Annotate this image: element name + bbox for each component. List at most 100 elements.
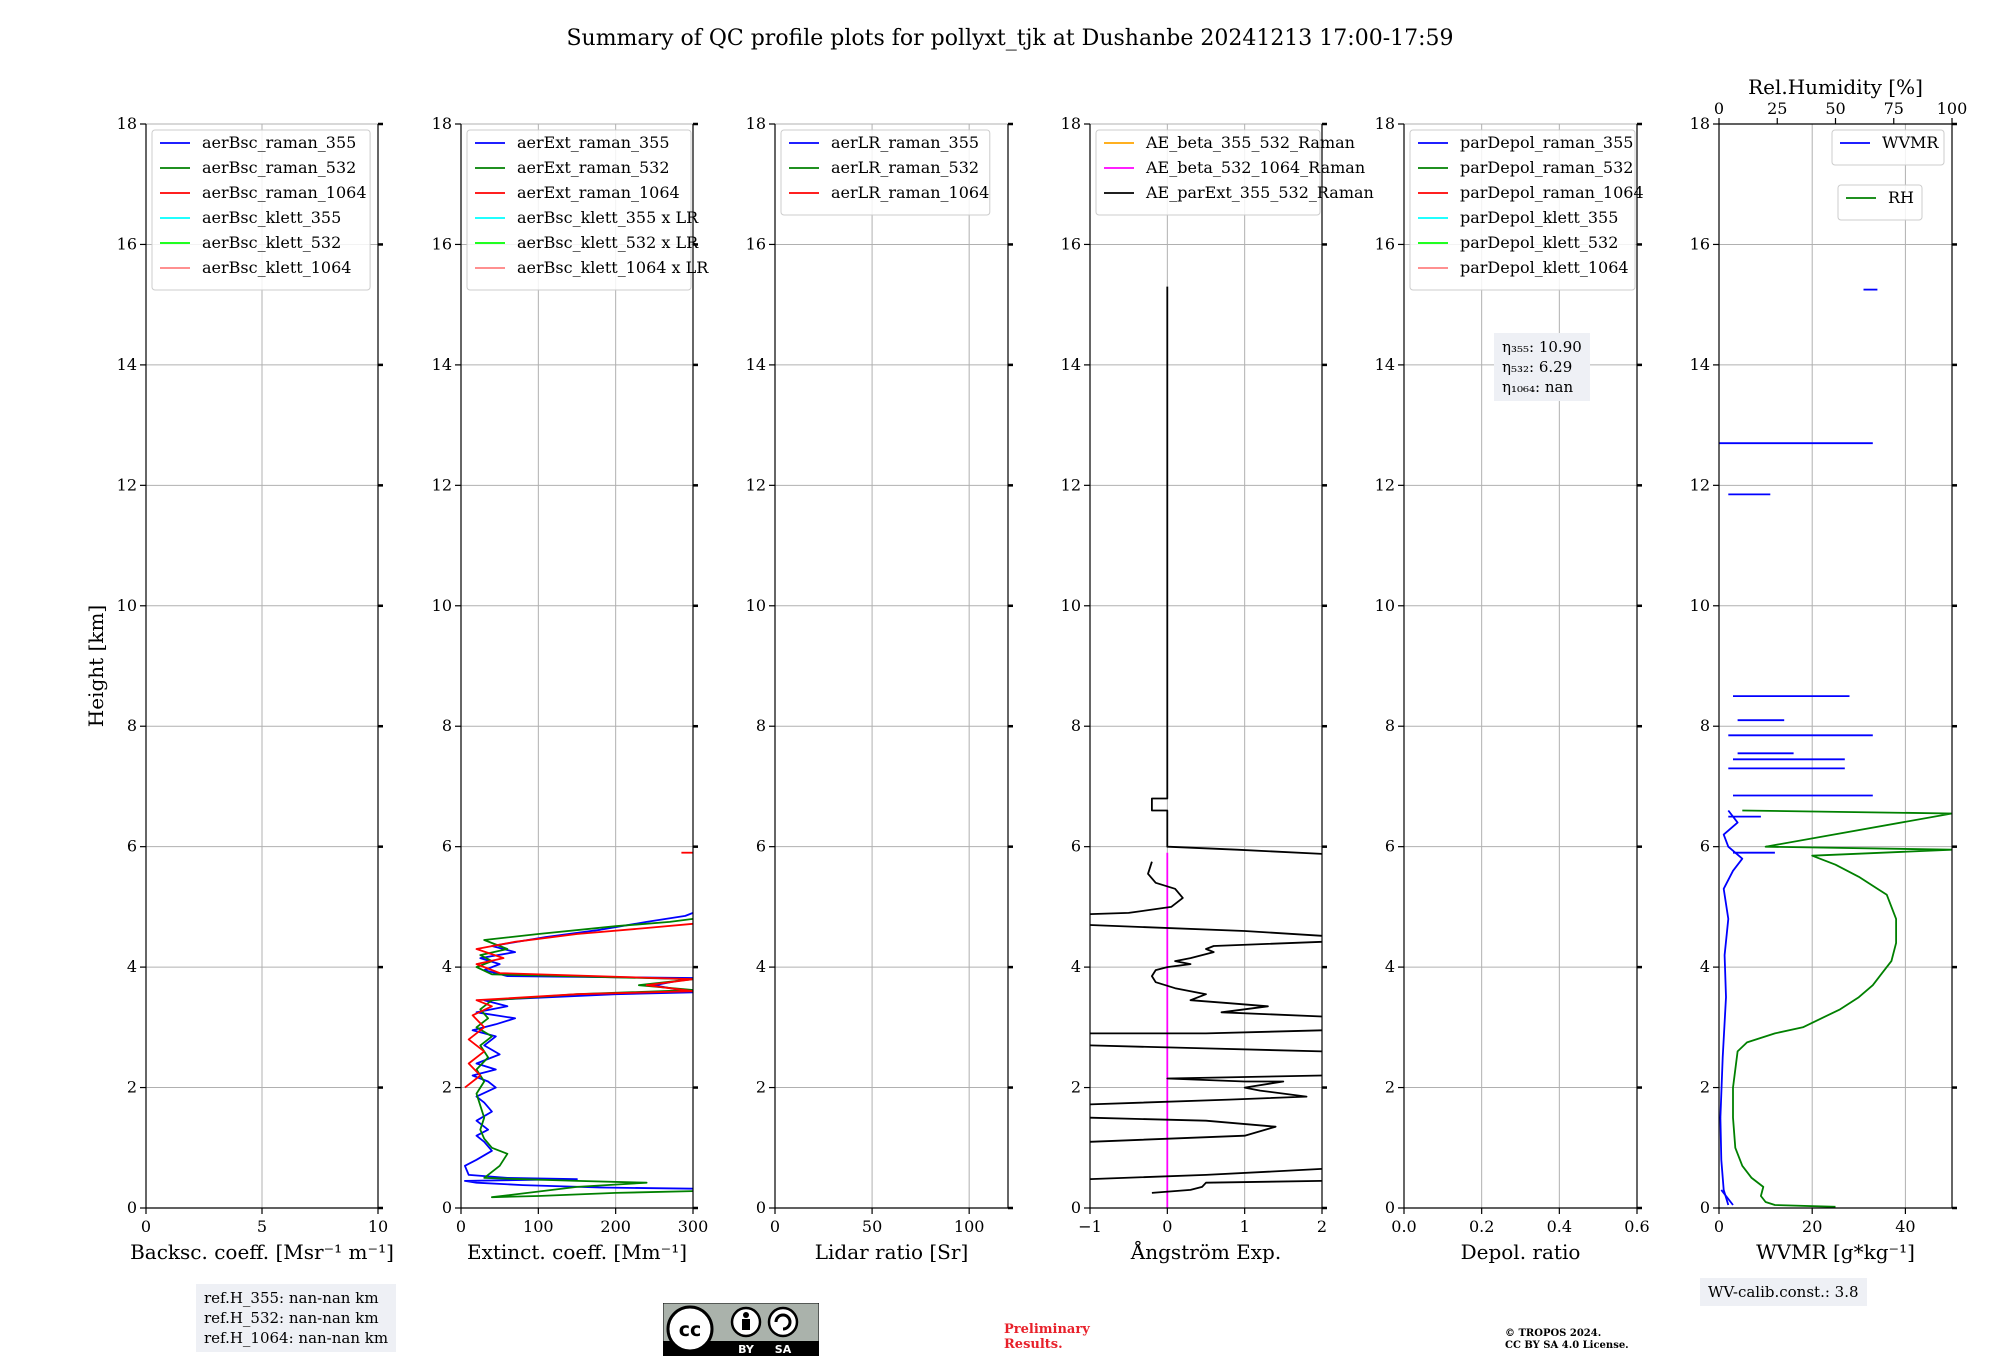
y-tick-label: 12	[117, 475, 137, 494]
y-tick-label: 10	[117, 596, 137, 615]
series-line-WVMR	[1720, 1189, 1734, 1206]
x-tick-label: 20	[1802, 1217, 1822, 1236]
ref-height-355: ref.H_355: nan-nan km	[204, 1289, 379, 1307]
series-line-AE_parExt_355_532_Raman	[1090, 1116, 1277, 1143]
x-tick-label: 0	[456, 1217, 466, 1236]
eta-calibration-box: η₃₅₅: 10.90 η₅₃₂: 6.29 η₁₀₆₄: nan	[1494, 333, 1590, 401]
legend-entry: parDepol_klett_355	[1460, 208, 1618, 227]
y-tick-label: 14	[1061, 355, 1081, 374]
y-tick-label: 0	[127, 1198, 137, 1217]
legend-entry: AE_parExt_355_532_Raman	[1145, 183, 1374, 202]
x-axis-label: WVMR [g*kg⁻¹]	[1756, 1240, 1915, 1264]
legend: aerExt_raman_355 aerExt_raman_532 aerExt_r…	[466, 129, 709, 291]
y-tick-label: 6	[1700, 837, 1710, 856]
top-x-tick-label: 0	[1714, 99, 1724, 118]
series-group	[1719, 288, 1952, 1208]
legend-entry: RH	[1888, 188, 1914, 207]
x-axis-label: Lidar ratio [Sr]	[815, 1240, 969, 1264]
y-tick-label: 12	[746, 475, 766, 494]
series-line-AE_parExt_355_532_Raman	[1151, 1180, 1322, 1194]
y-tick-label: 4	[1700, 957, 1710, 976]
y-tick-label: 0	[1071, 1198, 1081, 1217]
y-tick-label: 8	[442, 716, 452, 735]
y-tick-label: 0	[756, 1198, 766, 1217]
legend-frame	[780, 129, 991, 216]
y-tick-label: 0	[1700, 1198, 1710, 1217]
legend-entry: parDepol_raman_355	[1460, 133, 1633, 152]
legend: aerBsc_raman_355 aerBsc_raman_532 aerBsc_r…	[151, 129, 371, 291]
x-tick-label: 40	[1895, 1217, 1915, 1236]
y-tick-label: 2	[756, 1078, 766, 1097]
legend-entry: parDepol_raman_532	[1460, 158, 1633, 177]
y-tick-label: 16	[117, 234, 137, 253]
legend-frame	[466, 129, 692, 291]
y-tick-label: 8	[127, 716, 137, 735]
preliminary-line-1: Preliminary	[1004, 1322, 1090, 1337]
legend-rh: RH	[1837, 184, 1923, 221]
x-axis-label: Ångström Exp.	[1130, 1239, 1281, 1264]
y-tick-label: 14	[117, 355, 137, 374]
series-line-WVMR	[1719, 809, 1744, 1206]
copyright-note: © TROPOS 2024. CC BY SA 4.0 License.	[1505, 1328, 1629, 1352]
series-group	[1090, 286, 1322, 1208]
series-line-AE_parExt_355_532_Raman	[1090, 924, 1322, 937]
y-tick-label: 4	[442, 957, 452, 976]
legend-entry: aerBsc_raman_532	[202, 158, 356, 177]
y-axis-label: Height [km]	[84, 605, 108, 727]
y-tick-label: 12	[1375, 475, 1395, 494]
legend: parDepol_raman_355 parDepol_raman_532 parD…	[1409, 129, 1644, 291]
y-tick-label: 0	[442, 1198, 452, 1217]
y-tick-label: 16	[746, 234, 766, 253]
series-line-AE_parExt_355_532_Raman	[1090, 861, 1184, 915]
y-tick-label: 18	[432, 114, 452, 133]
y-tick-label: 18	[1690, 114, 1710, 133]
panel-backscatter: 0 2 4 6 8 10 12 14 16 18 0 5 10 Backsc. coeff. [Msr⁻¹…	[117, 114, 394, 1264]
y-tick-label: 10	[746, 596, 766, 615]
y-tick-label: 16	[1061, 234, 1081, 253]
series-line-aerExt_raman_532	[475, 918, 693, 1199]
legend-entry: AE_beta_532_1064_Raman	[1145, 158, 1365, 177]
y-tick-label: 10	[432, 596, 452, 615]
x-tick-label: 0	[1714, 1217, 1724, 1236]
legend-entry: aerExt_raman_1064	[517, 183, 680, 202]
legend-entry: aerBsc_klett_355 x LR	[517, 208, 699, 227]
legend-entry: aerBsc_klett_532	[202, 233, 341, 252]
y-tick-label: 2	[1385, 1078, 1395, 1097]
series-line-AE_parExt_355_532_Raman	[1090, 1044, 1322, 1053]
y-tick-label: 6	[1071, 837, 1081, 856]
eta-1064: η₁₀₆₄: nan	[1502, 378, 1574, 396]
x-tick-label: −1	[1078, 1217, 1102, 1236]
x-tick-label: 200	[600, 1217, 631, 1236]
y-tick-label: 2	[127, 1078, 137, 1097]
legend-frame	[151, 129, 371, 291]
legend-entry: parDepol_klett_532	[1460, 233, 1618, 252]
y-tick-label: 2	[1700, 1078, 1710, 1097]
y-tick-label: 2	[1071, 1078, 1081, 1097]
preliminary-results-note: Preliminary Results.	[1004, 1322, 1090, 1352]
y-tick-label: 6	[127, 837, 137, 856]
cc-license-logo: cc BY SA	[663, 1303, 819, 1356]
y-tick-label: 10	[1690, 596, 1710, 615]
legend-entry: aerLR_raman_355	[831, 133, 979, 152]
y-tick-label: 18	[117, 114, 137, 133]
series-line-AE_parExt_355_532_Raman	[1090, 1029, 1322, 1035]
legend-entry: aerBsc_raman_355	[202, 133, 356, 152]
chart-title: Summary of QC profile plots for pollyxt_…	[566, 26, 1453, 51]
license-sa-label: SA	[775, 1343, 792, 1356]
reference-height-box: ref.H_355: nan-nan km ref.H_532: nan-nan…	[196, 1284, 397, 1352]
preliminary-line-2: Results.	[1004, 1337, 1063, 1352]
legend-entry: aerBsc_klett_1064 x LR	[517, 258, 709, 277]
y-tick-label: 16	[432, 234, 452, 253]
x-tick-label: 1	[1240, 1217, 1250, 1236]
legend-frame	[1837, 184, 1923, 221]
y-tick-label: 14	[746, 355, 766, 374]
x-tick-label: 100	[523, 1217, 554, 1236]
wv-calib-const: WV-calib.const.: 3.8	[1708, 1283, 1859, 1301]
top-x-tick-label: 75	[1884, 99, 1904, 118]
x-tick-label: 0.0	[1391, 1217, 1416, 1236]
series-line-aerExt_raman_355	[463, 912, 693, 1190]
y-tick-label: 10	[1061, 596, 1081, 615]
y-tick-label: 6	[1385, 837, 1395, 856]
